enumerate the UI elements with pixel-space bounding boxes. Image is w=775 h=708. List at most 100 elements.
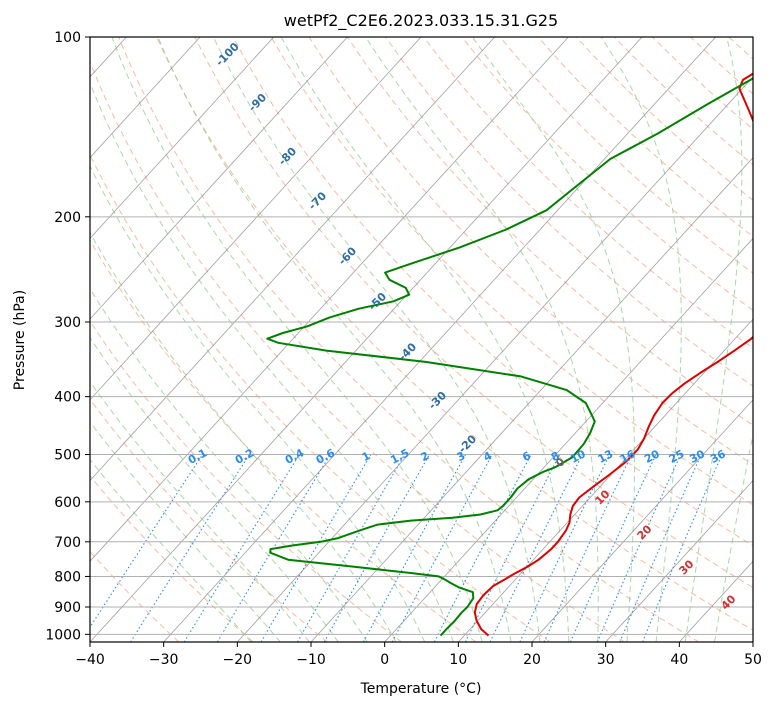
dry-adiabat xyxy=(575,37,753,201)
moist-adiabat-label: 10 xyxy=(593,487,613,507)
moist-adiabat xyxy=(90,287,368,642)
mixing-ratio-line xyxy=(90,454,204,629)
mixing-ratio-label: 0.1 xyxy=(186,446,209,467)
y-tick-label: 1000 xyxy=(45,627,81,643)
moist-adiabat xyxy=(90,336,339,642)
chart-title: wetPf2_C2E6.2023.033.15.31.G25 xyxy=(284,11,558,31)
mixing-ratio-line xyxy=(391,454,493,642)
dry-adiabat xyxy=(90,475,254,642)
moist-adiabat xyxy=(90,380,310,642)
moist-adiabat xyxy=(684,37,743,642)
moist-adiabat xyxy=(90,81,454,642)
moist-adiabat-label: 20 xyxy=(635,522,655,542)
mixing-ratio-line xyxy=(323,454,430,642)
mixing-ratio-label: 30 xyxy=(687,447,707,466)
isotherm-line xyxy=(90,37,569,562)
mixing-ratio-label: 1 xyxy=(360,449,373,464)
y-axis-title: Pressure (hPa) xyxy=(12,290,28,390)
mixing-ratio-line xyxy=(489,454,583,642)
isotherm-line xyxy=(163,37,717,642)
moist-adiabat-label: 30 xyxy=(677,557,697,577)
mixing-ratio-label: 4 xyxy=(481,449,494,464)
mixing-ratio-line xyxy=(596,454,682,642)
x-tick-label: 0 xyxy=(380,652,389,668)
dry-adiabat xyxy=(537,37,753,238)
mixing-ratio-label: 6 xyxy=(520,449,533,464)
mixing-ratio-label: 20 xyxy=(642,447,662,466)
mixing-ratio-label: 0.4 xyxy=(283,446,307,467)
moist-adiabat xyxy=(600,37,682,642)
mixing-ratio-line xyxy=(569,454,657,642)
dry-adiabat-label: -60 xyxy=(336,244,359,267)
isotherm-line xyxy=(90,37,496,482)
y-tick-label: 900 xyxy=(54,600,81,616)
mixing-ratio-line xyxy=(216,454,331,642)
y-tick-label: 400 xyxy=(54,390,81,406)
dry-adiabat xyxy=(767,37,775,642)
x-axis-title: Temperature (°C) xyxy=(360,681,482,697)
dry-adiabat xyxy=(385,37,753,387)
mixing-ratio-line xyxy=(433,454,532,642)
mixing-ratio-line xyxy=(297,454,406,642)
y-tick-label: 100 xyxy=(54,30,81,46)
x-tick-label: 40 xyxy=(670,652,688,668)
moist-adiabat xyxy=(365,37,599,642)
dry-adiabat-label: -70 xyxy=(306,189,329,212)
dry-adiabat-label: -100 xyxy=(213,40,242,69)
isotherm-line xyxy=(90,37,348,320)
mixing-ratio-label: 1.5 xyxy=(388,446,411,467)
plot-frame xyxy=(89,36,754,643)
dry-adiabat xyxy=(90,320,403,642)
mixing-ratio-line xyxy=(619,454,702,642)
mixing-ratio-label: 25 xyxy=(667,447,687,466)
axes: −40 −30 −20 −10 0 10 20 30 40 5010020030040050060… xyxy=(45,30,762,668)
dry-adiabat xyxy=(156,37,753,631)
moist-adiabat xyxy=(714,431,753,642)
dry-adiabat xyxy=(423,37,753,349)
mixing-ratio-line xyxy=(260,454,372,642)
moist-adiabat xyxy=(280,37,570,642)
moist-adiabat xyxy=(471,37,635,642)
mixing-ratio-label: 2 xyxy=(418,449,431,464)
temperature-line xyxy=(473,72,753,637)
isotherm-line xyxy=(752,641,753,642)
mixing-ratio-line xyxy=(464,454,561,642)
x-tick-label: −10 xyxy=(296,652,326,668)
dry-adiabat-label: -30 xyxy=(426,389,449,412)
moist-adiabat xyxy=(90,421,281,642)
moist-adiabat xyxy=(111,37,483,642)
dry-adiabat xyxy=(90,60,625,642)
y-tick-label: 500 xyxy=(54,448,81,464)
x-tick-label: 20 xyxy=(523,652,541,668)
mixing-ratio-line xyxy=(519,454,611,642)
dry-adiabat xyxy=(270,37,753,506)
mixing-ratio-line xyxy=(642,454,723,642)
moist-adiabat xyxy=(157,37,512,642)
isotherm-line xyxy=(605,479,753,642)
moist-adiabat xyxy=(90,458,252,642)
dry-adiabat xyxy=(90,398,328,642)
dry-adiabat xyxy=(461,37,753,311)
y-tick-label: 600 xyxy=(54,495,81,511)
mixing-ratio-line xyxy=(362,454,467,642)
dry-adiabat xyxy=(194,37,753,589)
dry-adiabat-label: -50 xyxy=(366,290,389,313)
profile-lines xyxy=(266,72,753,637)
isotherm-line xyxy=(458,318,753,642)
mixing-ratio-label: 10 xyxy=(568,447,588,466)
isotherm-line xyxy=(384,237,753,642)
dry-adiabat xyxy=(652,37,753,130)
x-tick-label: 30 xyxy=(597,652,615,668)
isotherm-line xyxy=(90,37,275,239)
moist-adiabat xyxy=(90,164,426,642)
dry-adiabat-label: -80 xyxy=(276,145,299,168)
mixing-ratio-line xyxy=(543,454,633,642)
mixing-ratio-line xyxy=(130,454,250,642)
y-tick-label: 800 xyxy=(54,569,81,585)
x-tick-label: −40 xyxy=(75,652,105,668)
isotherm-line xyxy=(90,37,643,642)
background-lines xyxy=(90,37,775,642)
dry-adiabat xyxy=(90,550,180,642)
mixing-ratio-label: 16 xyxy=(618,447,638,466)
